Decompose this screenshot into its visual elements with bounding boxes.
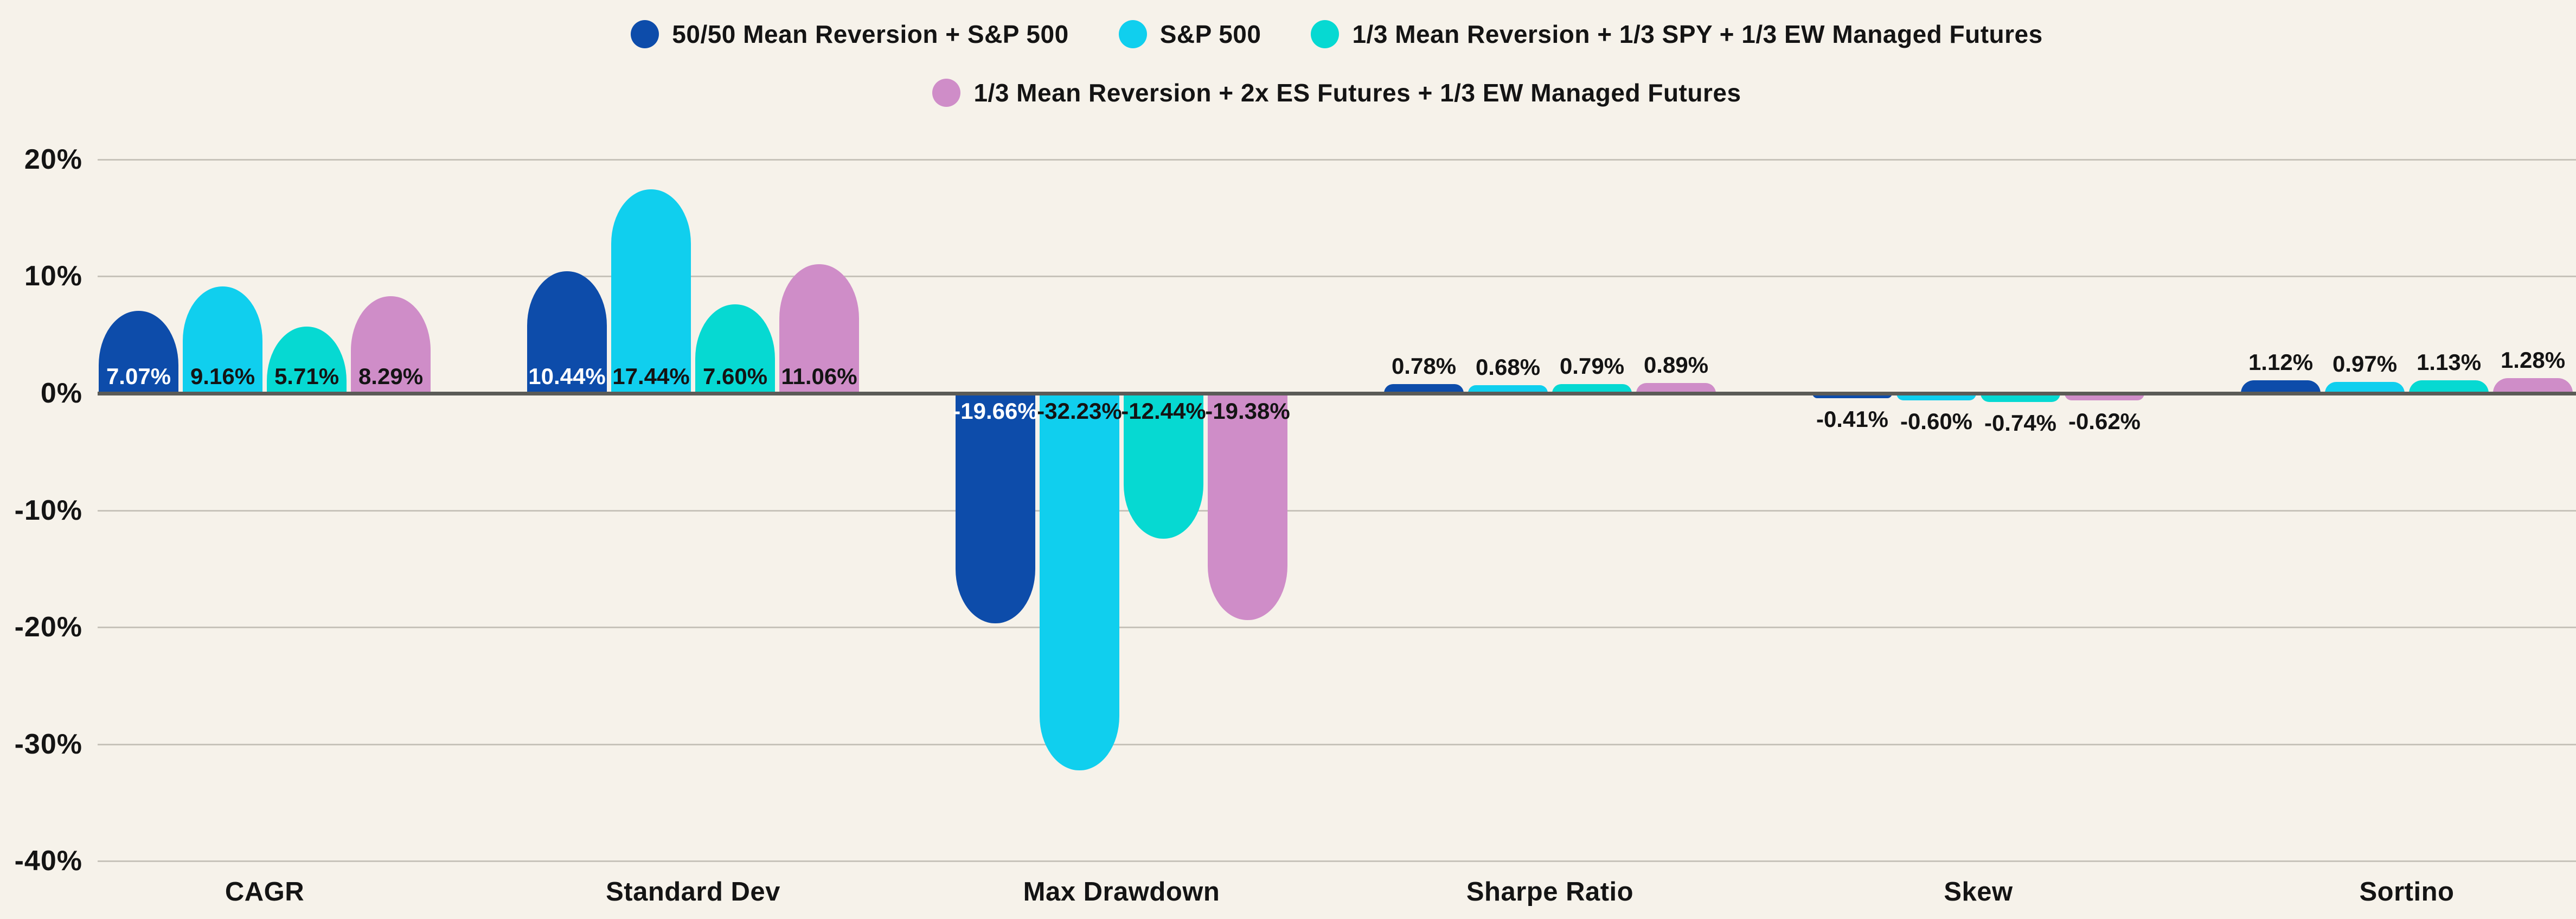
legend-label: S&P 500 — [1159, 20, 1261, 48]
bar — [527, 271, 607, 393]
legend-label: 50/50 Mean Reversion + S&P 500 — [672, 20, 1069, 48]
bar-value-label: -19.38% — [1205, 398, 1290, 424]
y-axis-tick-label: -20% — [14, 611, 82, 643]
bar-value-label: 0.97% — [2332, 351, 2398, 377]
y-axis-tick-label: 0% — [40, 378, 82, 409]
bar-value-label: -0.62% — [2068, 409, 2141, 435]
x-axis-category-label: Sortino — [2359, 877, 2455, 907]
x-axis-category-label: CAGR — [225, 877, 305, 907]
bar — [99, 310, 178, 393]
bar-value-label: 7.60% — [702, 363, 768, 389]
bar — [1552, 384, 1632, 393]
bar-value-label: -0.41% — [1816, 406, 1889, 432]
bar-value-label: 11.06% — [781, 363, 857, 389]
y-axis-tick-label: -10% — [14, 494, 82, 526]
bar — [1636, 382, 1716, 393]
bar — [1124, 393, 1203, 539]
bar-value-label: 5.71% — [274, 363, 339, 389]
x-axis-category-label: Max Drawdown — [1023, 877, 1220, 907]
bar — [1040, 393, 1119, 770]
gridline — [98, 743, 2576, 745]
legend-label: 1/3 Mean Reversion + 1/3 SPY + 1/3 EW Ma… — [1352, 20, 2043, 48]
bar-value-label: 8.29% — [358, 363, 424, 389]
bar-value-label: -12.44% — [1121, 398, 1206, 424]
legend-dot-icon — [1118, 20, 1147, 48]
bar-value-label: 17.44% — [612, 363, 690, 389]
legend-dot-icon — [1311, 20, 1340, 48]
bar — [2241, 380, 2321, 393]
bar-value-label: 1.13% — [2416, 349, 2482, 375]
bar — [1468, 385, 1548, 393]
legend-item: S&P 500 — [1118, 20, 1261, 49]
bar — [695, 304, 775, 393]
bar — [1208, 393, 1287, 620]
gridline — [98, 627, 2576, 629]
gridline — [98, 158, 2576, 161]
zero-axis-line — [98, 392, 2576, 395]
gridline — [98, 509, 2576, 512]
bar-value-label: 0.68% — [1475, 354, 1541, 380]
bar — [2493, 378, 2573, 393]
bar-value-label: 0.79% — [1559, 353, 1625, 379]
legend-item: 1/3 Mean Reversion + 1/3 SPY + 1/3 EW Ma… — [1311, 20, 2042, 49]
bar — [1384, 384, 1464, 393]
bar — [2325, 382, 2405, 393]
gridline — [98, 276, 2576, 278]
x-axis-category-label: Sharpe Ratio — [1466, 877, 1634, 907]
legend-label: 1/3 Mean Reversion + 2x ES Futures + 1/3… — [973, 79, 1741, 107]
bar — [183, 286, 262, 393]
bar-value-label: 7.07% — [106, 363, 171, 389]
bar-value-label: 0.78% — [1391, 353, 1457, 379]
bar-value-label: 10.44% — [528, 363, 606, 389]
legend-dot-icon — [932, 79, 961, 107]
x-axis-category-label: Standard Dev — [606, 877, 780, 907]
legend-item: 1/3 Mean Reversion + 2x ES Futures + 1/3… — [932, 78, 1741, 107]
y-axis-tick-label: -30% — [14, 728, 82, 760]
legend-row: 50/50 Mean Reversion + S&P 500 S&P 500 1/3… — [631, 20, 2042, 49]
legend-item: 50/50 Mean Reversion + S&P 500 — [631, 20, 1068, 49]
bar-value-label: -19.66% — [953, 398, 1038, 424]
bar — [779, 264, 859, 393]
y-axis-tick-label: 10% — [24, 260, 82, 292]
legend: 50/50 Mean Reversion + S&P 500 S&P 500 1/3… — [98, 20, 2576, 107]
bar-value-label: -0.60% — [1900, 408, 1973, 434]
bar — [1812, 393, 1892, 398]
x-axis-category-label: Skew — [1944, 877, 2013, 907]
gridline — [98, 860, 2576, 863]
legend-row: 1/3 Mean Reversion + 2x ES Futures + 1/3… — [932, 78, 1741, 107]
y-axis-tick-label: -40% — [14, 845, 82, 877]
bar-value-label: 0.89% — [1643, 352, 1709, 378]
bar — [2409, 380, 2489, 393]
bar-value-label: -0.74% — [1984, 410, 2057, 436]
bar-value-label: 1.28% — [2500, 347, 2566, 373]
bar-value-label: -32.23% — [1037, 398, 1122, 424]
y-axis-tick-label: 20% — [24, 143, 82, 175]
legend-dot-icon — [631, 20, 659, 48]
bar — [611, 189, 691, 393]
bar-value-label: 9.16% — [190, 363, 255, 389]
bar — [956, 393, 1035, 623]
bar — [351, 296, 431, 393]
bar-value-label: 1.12% — [2248, 349, 2314, 375]
